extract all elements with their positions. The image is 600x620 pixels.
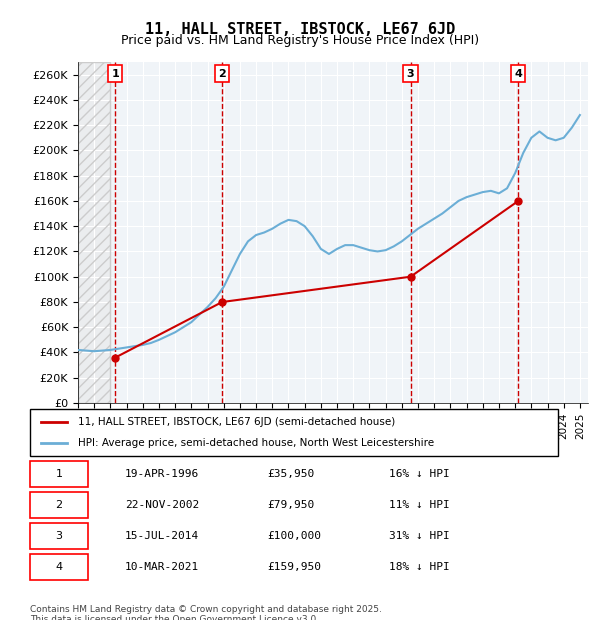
Text: 1: 1 [56,469,62,479]
FancyBboxPatch shape [30,461,88,487]
Text: 18% ↓ HPI: 18% ↓ HPI [389,562,450,572]
Text: 11, HALL STREET, IBSTOCK, LE67 6JD (semi-detached house): 11, HALL STREET, IBSTOCK, LE67 6JD (semi… [77,417,395,427]
Text: £35,950: £35,950 [268,469,315,479]
Text: 15-JUL-2014: 15-JUL-2014 [125,531,199,541]
Text: 19-APR-1996: 19-APR-1996 [125,469,199,479]
FancyBboxPatch shape [30,409,558,456]
Text: 3: 3 [407,69,415,79]
FancyBboxPatch shape [30,492,88,518]
Text: 11% ↓ HPI: 11% ↓ HPI [389,500,450,510]
Text: 4: 4 [55,562,62,572]
Text: Price paid vs. HM Land Registry's House Price Index (HPI): Price paid vs. HM Land Registry's House … [121,34,479,47]
Text: 10-MAR-2021: 10-MAR-2021 [125,562,199,572]
Text: 2: 2 [55,500,62,510]
Text: HPI: Average price, semi-detached house, North West Leicestershire: HPI: Average price, semi-detached house,… [77,438,434,448]
Text: 22-NOV-2002: 22-NOV-2002 [125,500,199,510]
FancyBboxPatch shape [30,554,88,580]
Text: 1: 1 [112,69,119,79]
Text: £79,950: £79,950 [268,500,315,510]
Text: Contains HM Land Registry data © Crown copyright and database right 2025.
This d: Contains HM Land Registry data © Crown c… [30,604,382,620]
Bar [78,62,110,403]
Text: 4: 4 [514,69,522,79]
Text: £159,950: £159,950 [268,562,322,572]
Text: 2: 2 [218,69,226,79]
Text: £100,000: £100,000 [268,531,322,541]
Text: 11, HALL STREET, IBSTOCK, LE67 6JD: 11, HALL STREET, IBSTOCK, LE67 6JD [145,22,455,37]
Text: 3: 3 [56,531,62,541]
Text: 31% ↓ HPI: 31% ↓ HPI [389,531,450,541]
FancyBboxPatch shape [30,523,88,549]
Text: 16% ↓ HPI: 16% ↓ HPI [389,469,450,479]
Bar [78,62,110,403]
